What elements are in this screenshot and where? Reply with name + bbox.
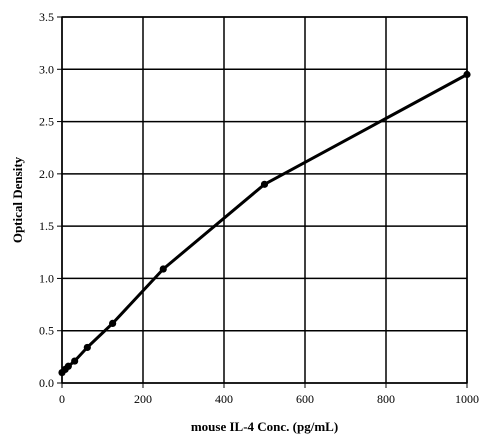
y-tick-label: 0.5	[39, 324, 54, 338]
y-tick-label: 2.0	[39, 167, 54, 181]
grid	[61, 16, 468, 384]
series-line	[60, 73, 468, 374]
x-tick-label: 0	[59, 392, 65, 406]
data-point	[260, 180, 269, 188]
data-point	[64, 362, 72, 370]
data-point	[159, 265, 167, 273]
data-point	[71, 357, 79, 365]
y-tick-label: 3.5	[39, 10, 54, 24]
x-axis-title: mouse IL-4 Conc. (pg/mL)	[191, 419, 338, 434]
plot-area-frame	[61, 16, 468, 384]
y-tick-label: 2.5	[39, 115, 54, 129]
y-tick-label: 3.0	[39, 62, 54, 76]
y-tick-label: 0.0	[39, 376, 54, 390]
x-tick-label: 200	[134, 392, 152, 406]
y-tick-label: 1.0	[39, 271, 54, 285]
x-tick-label: 400	[215, 392, 233, 406]
y-tick-label: 1.5	[39, 219, 54, 233]
data-point	[109, 319, 117, 327]
y-axis-title: Optical Density	[10, 156, 25, 243]
series-layer	[58, 70, 471, 377]
x-tick-label: 600	[296, 392, 314, 406]
x-tick-label: 800	[377, 392, 395, 406]
axis-ticks: 0.0 0.5 1.0 1.5 2.0 2.5 3.0 3.5 0 200 400 600 800 100…	[39, 10, 479, 406]
data-point	[463, 70, 471, 79]
x-tick-label: 1000	[455, 392, 479, 406]
data-point	[83, 343, 91, 352]
